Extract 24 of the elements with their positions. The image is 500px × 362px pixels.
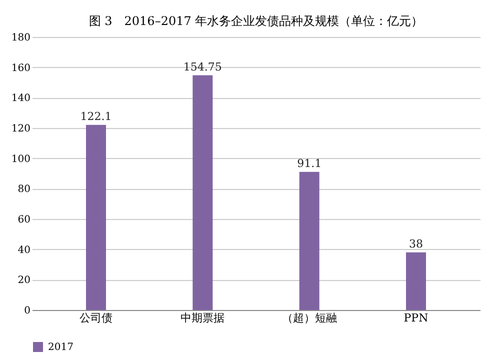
bar (406, 252, 426, 310)
data-label: 91.1 (297, 156, 322, 170)
y-tick-label: 140 (11, 93, 30, 104)
bar (86, 124, 106, 310)
y-tick-label: 180 (11, 32, 30, 44)
y-tick-label: 40 (18, 244, 30, 256)
y-tick-label: 120 (11, 124, 30, 134)
y-tick-label: 0 (24, 306, 30, 316)
bar (299, 172, 320, 310)
legend-label: 2017 (48, 342, 74, 353)
x-tick-label: （超）短融 (282, 312, 337, 324)
y-tick-label: 160 (11, 62, 30, 74)
y-tick-label: 80 (18, 184, 30, 196)
data-label: 122.1 (80, 110, 112, 123)
y-tick-label: 20 (18, 275, 30, 286)
x-tick-label: 中期票据 (180, 312, 225, 324)
x-tick-label: 公司债 (80, 312, 112, 324)
chart-title: 图 3 2016–2017 年水务企业发债品种及规模（单位：亿元） (88, 14, 424, 28)
y-tick-label: 60 (18, 214, 30, 226)
data-label: 154.75 (183, 60, 222, 74)
data-label: 38 (409, 237, 423, 250)
bar (192, 75, 213, 310)
x-tick-label: PPN (404, 312, 429, 324)
y-tick-label: 100 (11, 154, 30, 165)
